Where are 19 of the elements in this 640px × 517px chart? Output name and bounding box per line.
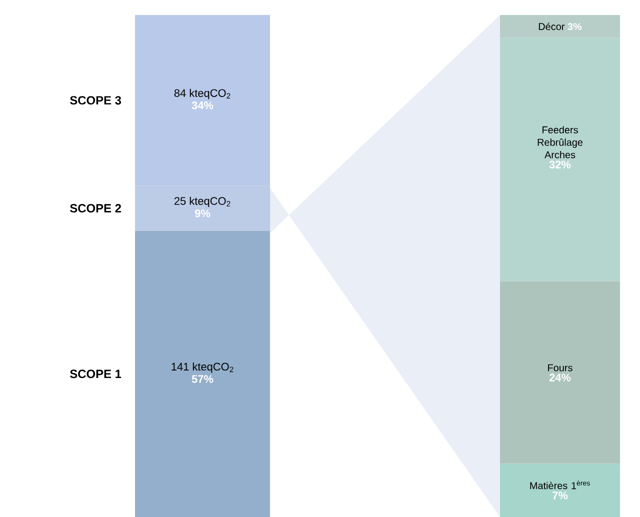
- bar: [500, 281, 620, 464]
- data-label: 9%: [194, 209, 210, 218]
- data-label: 24%: [549, 374, 571, 382]
- annotation: 141 kteqCO$_{2}$: [172, 362, 234, 373]
- annotation: 25 kteqCO$_{2}$: [174, 196, 230, 208]
- data-label: 3%: [568, 23, 582, 30]
- series-label: Matières 1$^{ères}$: [530, 480, 590, 490]
- annotation: 84 kteqCO$_{2}$: [174, 88, 230, 100]
- series-label: SCOPE 3: [70, 96, 122, 105]
- series-label: Décor: [538, 22, 565, 30]
- data-label: 7%: [552, 492, 568, 500]
- series-label: SCOPE 1: [70, 370, 122, 378]
- series-label: Feeders Rebrûlage Arches: [538, 126, 583, 158]
- bar: [500, 464, 620, 517]
- series-label: Fours: [548, 364, 572, 372]
- data-label: 32%: [549, 160, 571, 168]
- series-label: SCOPE 2: [70, 204, 121, 212]
- data-label: 57%: [192, 375, 214, 383]
- data-label: 34%: [192, 102, 214, 110]
